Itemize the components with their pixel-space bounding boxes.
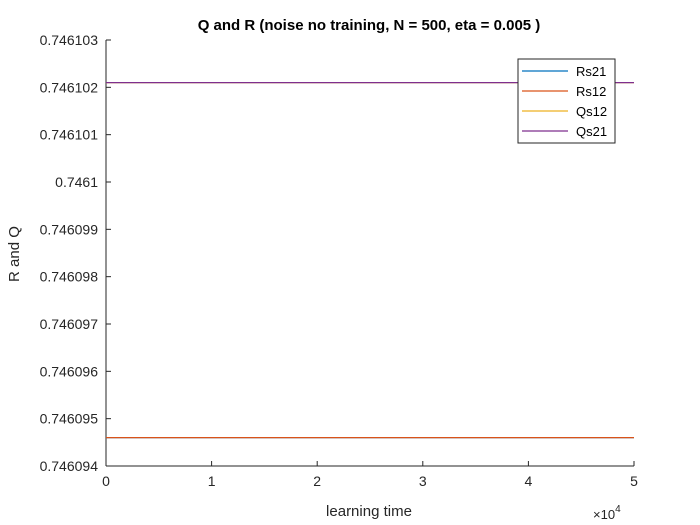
y-tick-label: 0.746095: [40, 411, 99, 427]
y-axis-label: R and Q: [6, 226, 23, 282]
y-axis-ticks: 0.746094 0.746095 0.746096 0.746097 0.746098…: [40, 32, 111, 474]
x-axis-exponent: ×104: [593, 504, 621, 522]
x-axis-label: learning time: [326, 503, 412, 520]
legend-entry-label: Qs12: [576, 104, 607, 119]
x-axis-exponent-base: ×10: [593, 507, 615, 522]
y-tick-label: 0.746096: [40, 363, 99, 379]
legend-entry-label: Rs12: [576, 84, 606, 99]
legend: Rs21 Rs12 Qs12 Qs21: [517, 58, 616, 144]
x-tick-label: 2: [313, 473, 321, 489]
legend-entry-label: Rs21: [576, 64, 606, 79]
x-tick-label: 3: [419, 473, 427, 489]
y-tick-label: 0.746094: [40, 458, 99, 474]
x-tick-label: 0: [102, 473, 110, 489]
legend-entry-label: Qs21: [576, 124, 607, 139]
x-tick-label: 1: [208, 473, 216, 489]
x-tick-label: 5: [630, 473, 638, 489]
chart-title: Q and R (noise no training, N = 500, eta…: [198, 17, 541, 34]
x-tick-label: 4: [525, 473, 533, 489]
plot-area: [105, 40, 634, 467]
y-tick-label: 0.746098: [40, 269, 99, 285]
x-axis-ticks: 0 1 2 3 4 5: [102, 461, 638, 489]
y-tick-label: 0.7461: [55, 174, 98, 190]
y-tick-label: 0.746097: [40, 316, 99, 332]
y-tick-label: 0.746103: [40, 32, 99, 48]
y-tick-label: 0.746099: [40, 221, 99, 237]
y-tick-label: 0.746101: [40, 127, 99, 143]
x-axis-exponent-power: 4: [615, 504, 621, 515]
y-tick-label: 0.746102: [40, 79, 99, 95]
legend-box: [517, 58, 616, 144]
